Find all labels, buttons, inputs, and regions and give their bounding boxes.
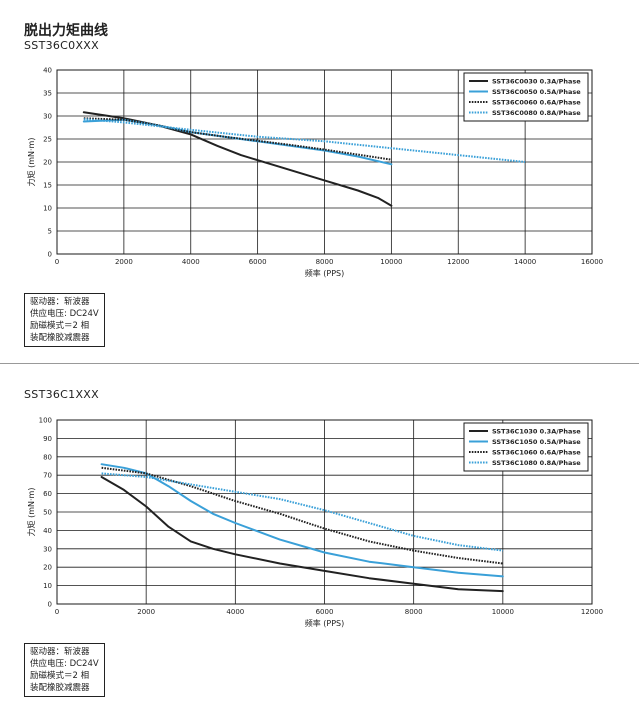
y-axis-label: 力矩 (mN·m) bbox=[26, 488, 36, 537]
y-tick-label: 70 bbox=[43, 472, 52, 480]
y-tick-label: 40 bbox=[43, 67, 52, 75]
torque-chart-1: 0 2000 4000 6000 8000 10000 12000 14000 16000 0 5 1… bbox=[26, 67, 603, 279]
series-line bbox=[101, 472, 503, 552]
note-line: 励磁模式＝2 相 bbox=[30, 321, 90, 331]
y-tick-label: 90 bbox=[43, 435, 52, 443]
section-divider bbox=[0, 363, 639, 364]
y-tick-label: 40 bbox=[43, 527, 52, 535]
x-tick-label: 14000 bbox=[514, 258, 536, 266]
x-tick-label: 0 bbox=[55, 258, 59, 266]
legend: SST36C0030 0.3A/Phase SST36C0050 0.5A/Pha… bbox=[463, 72, 589, 122]
y-tick-label: 35 bbox=[43, 90, 52, 98]
note-line: 驱动器：斩波器 bbox=[30, 297, 90, 307]
note-line: 装配橡胶减震器 bbox=[30, 683, 90, 693]
torque-chart-2: 0 2000 4000 6000 8000 10000 12000 0 10 20 30 40 50 60… bbox=[26, 417, 603, 629]
model-label-1: SST36C0XXX bbox=[24, 39, 99, 52]
note-line: 励磁模式＝2 相 bbox=[30, 671, 90, 681]
series-line bbox=[82, 118, 393, 166]
note-line: 供应电压: DC24V bbox=[30, 309, 99, 319]
y-tick-label: 25 bbox=[43, 136, 52, 144]
y-tick-label: 60 bbox=[43, 490, 52, 498]
y-tick-label: 0 bbox=[48, 601, 52, 609]
series-line bbox=[82, 111, 393, 207]
series-line bbox=[83, 117, 392, 161]
note-line: 驱动器：斩波器 bbox=[30, 647, 90, 657]
y-tick-label: 30 bbox=[43, 113, 52, 121]
y-tick-label: 20 bbox=[43, 159, 52, 167]
x-tick-label: 10000 bbox=[492, 608, 514, 616]
y-tick-label: 20 bbox=[43, 564, 52, 572]
y-tick-label: 10 bbox=[43, 205, 52, 213]
series-line bbox=[100, 476, 504, 593]
x-tick-label: 4000 bbox=[182, 258, 200, 266]
note-line: 供应电压: DC24V bbox=[30, 659, 99, 669]
y-tick-label: 80 bbox=[43, 453, 52, 461]
legend-label: SST36C0060 0.6A/Phase bbox=[492, 99, 581, 107]
legend-label: SST36C1060 0.6A/Phase bbox=[492, 449, 581, 457]
legend-label: SST36C1030 0.3A/Phase bbox=[492, 428, 581, 436]
legend-label: SST36C0050 0.5A/Phase bbox=[492, 88, 581, 96]
x-tick-label: 0 bbox=[55, 608, 59, 616]
x-axis-label: 频率 (PPS) bbox=[305, 618, 345, 628]
y-tick-label: 0 bbox=[48, 251, 52, 259]
y-axis-label: 力矩 (mN·m) bbox=[26, 138, 36, 187]
y-tick-label: 10 bbox=[43, 582, 52, 590]
x-tick-label: 8000 bbox=[405, 608, 423, 616]
x-tick-label: 16000 bbox=[581, 258, 603, 266]
y-tick-label: 5 bbox=[48, 228, 52, 236]
legend-label: SST36C1050 0.5A/Phase bbox=[492, 438, 581, 446]
x-tick-label: 12000 bbox=[581, 608, 603, 616]
x-axis-label: 频率 (PPS) bbox=[305, 268, 345, 278]
model-label-2: SST36C1XXX bbox=[24, 388, 99, 401]
legend-label: SST36C0030 0.3A/Phase bbox=[492, 78, 581, 86]
y-tick-label: 100 bbox=[39, 417, 52, 425]
x-tick-label: 6000 bbox=[249, 258, 267, 266]
note-line: 装配橡胶减震器 bbox=[30, 333, 90, 343]
notes-box-2: 驱动器：斩波器 供应电压: DC24V 励磁模式＝2 相 装配橡胶减震器 bbox=[24, 643, 105, 697]
x-tick-label: 2000 bbox=[137, 608, 155, 616]
x-tick-label: 10000 bbox=[380, 258, 402, 266]
series-line bbox=[83, 118, 526, 163]
x-tick-label: 8000 bbox=[316, 258, 334, 266]
legend-label: SST36C0080 0.8A/Phase bbox=[492, 109, 581, 117]
y-tick-label: 15 bbox=[43, 182, 52, 190]
x-tick-label: 12000 bbox=[447, 258, 469, 266]
y-tick-label: 30 bbox=[43, 545, 52, 553]
legend: SST36C1030 0.3A/Phase SST36C1050 0.5A/Pha… bbox=[463, 422, 589, 472]
legend-label: SST36C1080 0.8A/Phase bbox=[492, 459, 581, 467]
page-title: 脱出力矩曲线 bbox=[24, 23, 108, 39]
notes-box-1: 驱动器：斩波器 供应电压: DC24V 励磁模式＝2 相 装配橡胶减震器 bbox=[24, 293, 105, 347]
x-tick-label: 2000 bbox=[115, 258, 133, 266]
x-tick-label: 4000 bbox=[226, 608, 244, 616]
x-tick-label: 6000 bbox=[316, 608, 334, 616]
y-tick-label: 50 bbox=[43, 509, 52, 517]
